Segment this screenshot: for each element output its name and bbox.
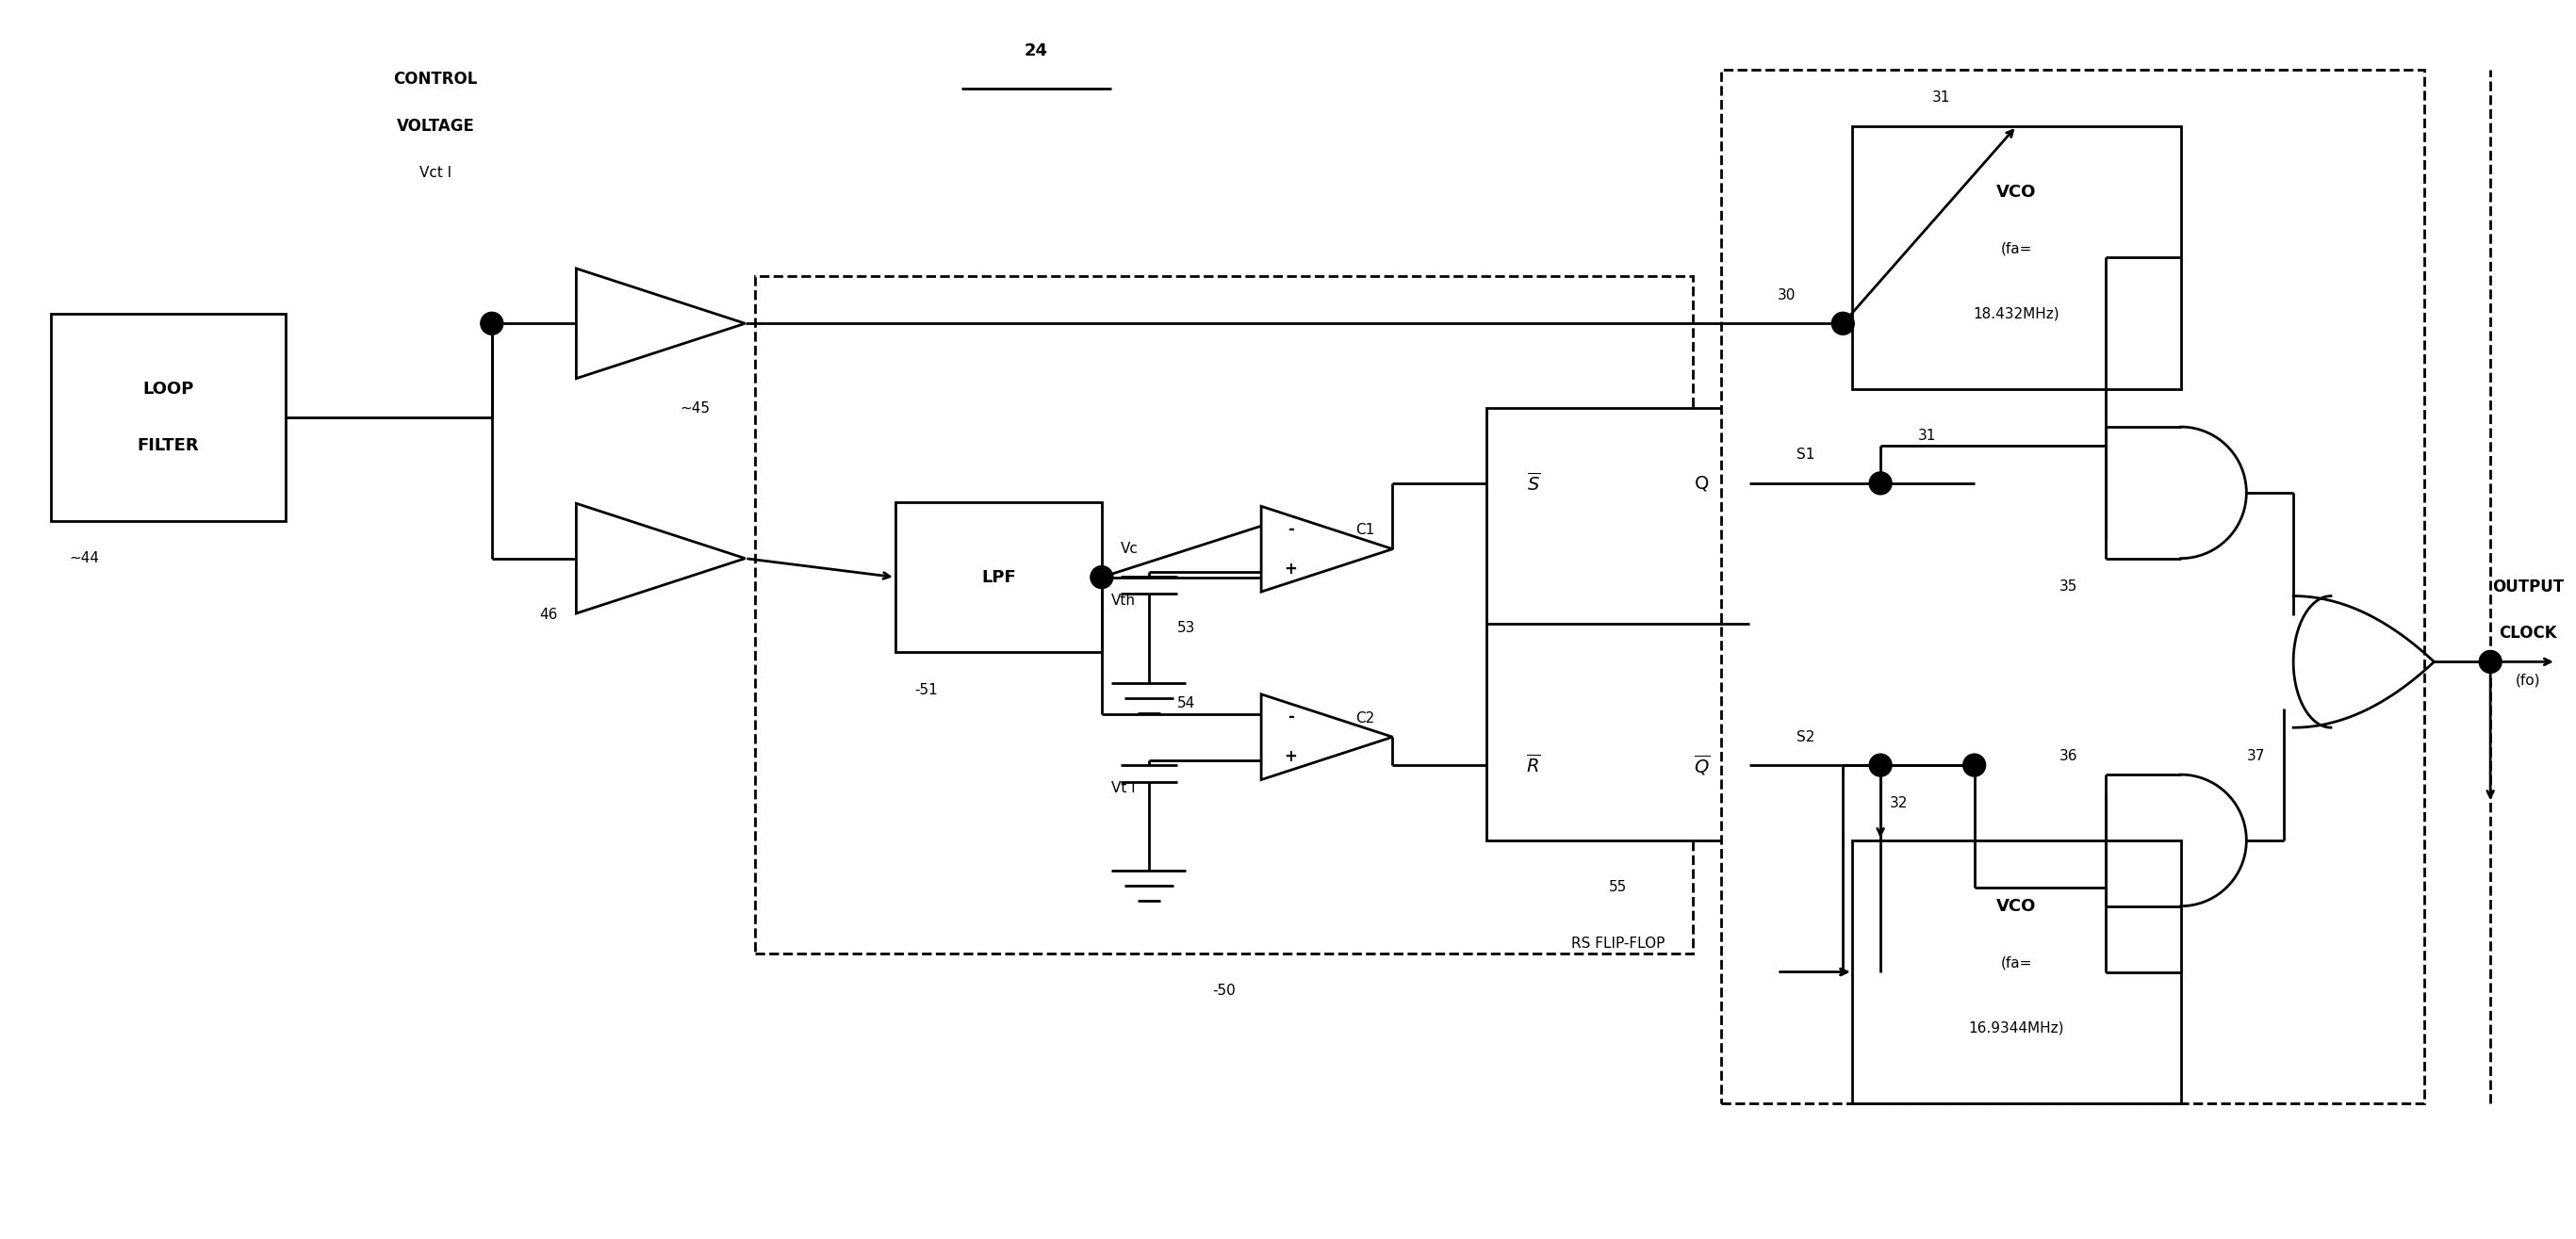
- Text: 37: 37: [2246, 748, 2264, 763]
- Text: 30: 30: [1777, 289, 1795, 302]
- Text: (fa=: (fa=: [2002, 955, 2032, 970]
- Text: S2: S2: [1795, 730, 1814, 745]
- Text: LOOP: LOOP: [142, 380, 193, 398]
- Bar: [755, 276, 1692, 953]
- Text: RS FLIP-FLOP: RS FLIP-FLOP: [1571, 937, 1664, 950]
- Text: 46: 46: [538, 608, 556, 622]
- Text: 55: 55: [1607, 880, 1628, 895]
- Text: -50: -50: [1213, 984, 1236, 997]
- Text: VCO: VCO: [1996, 898, 2038, 914]
- Text: VCO: VCO: [1996, 183, 2038, 201]
- Text: ~45: ~45: [680, 401, 708, 415]
- Text: $\overline{Q}$: $\overline{Q}$: [1695, 753, 1710, 777]
- Text: LPF: LPF: [981, 569, 1015, 586]
- Text: 35: 35: [2058, 580, 2076, 593]
- Bar: [1486, 408, 1749, 840]
- Text: +: +: [1285, 560, 1298, 577]
- Circle shape: [1090, 566, 1113, 589]
- Text: C2: C2: [1355, 711, 1373, 725]
- Text: 54: 54: [1177, 696, 1195, 711]
- Text: CONTROL: CONTROL: [394, 71, 477, 88]
- Text: $\overline{S}$: $\overline{S}$: [1528, 472, 1540, 494]
- Circle shape: [1963, 753, 1986, 777]
- Text: 36: 36: [2058, 748, 2076, 763]
- Text: Vt l: Vt l: [1110, 781, 1136, 795]
- Text: FILTER: FILTER: [137, 437, 198, 455]
- Text: OUTPUT: OUTPUT: [2491, 579, 2563, 595]
- Text: 31: 31: [1919, 429, 1937, 444]
- Text: (fa=: (fa=: [2002, 242, 2032, 255]
- Text: S1: S1: [1795, 449, 1814, 462]
- Circle shape: [1832, 312, 1855, 335]
- Circle shape: [1870, 753, 1891, 777]
- Text: 16.9344MHz): 16.9344MHz): [1968, 1021, 2063, 1036]
- Text: C1: C1: [1355, 523, 1373, 538]
- Text: 24: 24: [1025, 42, 1048, 59]
- Text: Vct l: Vct l: [420, 166, 451, 180]
- Text: ~44: ~44: [70, 551, 100, 565]
- Circle shape: [1870, 472, 1891, 494]
- Circle shape: [2478, 650, 2501, 673]
- Text: -51: -51: [914, 683, 938, 698]
- Bar: [1721, 69, 2424, 1104]
- Text: 32: 32: [1891, 795, 1909, 810]
- Text: (fo): (fo): [2514, 674, 2540, 688]
- Text: 18.432MHz): 18.432MHz): [1973, 307, 2061, 321]
- Text: CLOCK: CLOCK: [2499, 626, 2558, 642]
- Circle shape: [482, 312, 502, 335]
- Bar: [1852, 840, 2182, 1104]
- Text: 31: 31: [1932, 90, 1950, 105]
- Bar: [1852, 126, 2182, 389]
- Text: -: -: [1288, 520, 1293, 538]
- Text: $\overline{R}$: $\overline{R}$: [1525, 755, 1540, 777]
- Text: Vc: Vc: [1121, 541, 1139, 556]
- Text: -: -: [1288, 709, 1293, 726]
- Text: Q: Q: [1695, 475, 1710, 492]
- Text: +: +: [1285, 748, 1298, 766]
- Bar: [52, 313, 286, 520]
- Text: VOLTAGE: VOLTAGE: [397, 118, 474, 135]
- Text: Vth: Vth: [1110, 593, 1136, 607]
- Text: 53: 53: [1177, 622, 1195, 636]
- Bar: [896, 502, 1103, 653]
